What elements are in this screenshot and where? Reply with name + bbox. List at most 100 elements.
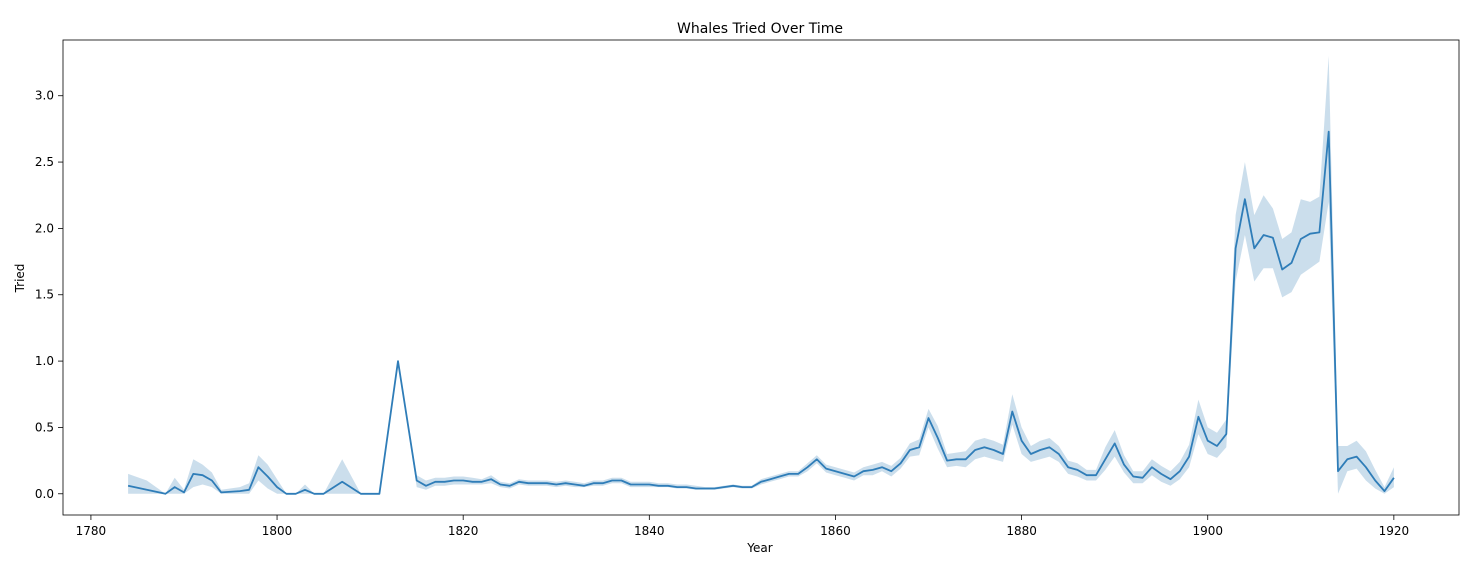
data-point: [1170, 478, 1172, 480]
data-point: [1095, 474, 1097, 476]
data-point: [1318, 231, 1320, 233]
data-point: [1179, 470, 1181, 472]
data-point: [1207, 440, 1209, 442]
x-tick-label: 1820: [448, 524, 479, 538]
data-point: [434, 481, 436, 483]
data-point: [1058, 453, 1060, 455]
data-point: [714, 488, 716, 490]
data-point: [1291, 262, 1293, 264]
data-point: [462, 480, 464, 482]
y-tick-label: 1.0: [35, 354, 54, 368]
data-point: [378, 493, 380, 495]
series-line: [127, 130, 1395, 495]
data-point: [1104, 458, 1106, 460]
data-point: [1374, 480, 1376, 482]
data-point: [285, 493, 287, 495]
data-point: [974, 449, 976, 451]
y-axis-label: Tried: [13, 264, 27, 294]
data-point: [341, 481, 343, 483]
data-point: [611, 480, 613, 482]
x-tick-label: 1840: [634, 524, 665, 538]
data-point: [565, 482, 567, 484]
data-point: [1281, 269, 1283, 271]
data-point: [890, 470, 892, 472]
data-point: [164, 493, 166, 495]
data-point: [1132, 476, 1134, 478]
data-point: [946, 460, 948, 462]
data-point: [220, 491, 222, 493]
data-point: [1160, 473, 1162, 475]
data-point: [1263, 234, 1265, 236]
data-point: [881, 466, 883, 468]
x-tick-label: 1920: [1379, 524, 1410, 538]
y-tick-label: 3.0: [35, 89, 54, 103]
data-point: [918, 446, 920, 448]
data-point: [1021, 440, 1023, 442]
data-point: [304, 489, 306, 491]
data-point: [779, 476, 781, 478]
data-point: [1076, 469, 1078, 471]
y-tick-label: 0.0: [35, 487, 54, 501]
data-point: [732, 485, 734, 487]
data-point: [537, 482, 539, 484]
x-axis-label: Year: [746, 541, 772, 555]
data-point: [807, 466, 809, 468]
data-point: [192, 473, 194, 475]
data-point: [527, 482, 529, 484]
data-point: [555, 484, 557, 486]
data-point: [174, 486, 176, 488]
data-point: [872, 469, 874, 471]
data-point: [769, 478, 771, 480]
data-point: [453, 480, 455, 482]
data-point: [499, 484, 501, 486]
data-point: [518, 481, 520, 483]
data-point: [416, 480, 418, 482]
data-point: [741, 486, 743, 488]
data-point: [1300, 238, 1302, 240]
data-point: [248, 489, 250, 491]
data-point: [323, 493, 325, 495]
data-point: [620, 480, 622, 482]
x-tick-label: 1860: [820, 524, 851, 538]
data-point: [1142, 477, 1144, 479]
data-point: [313, 493, 315, 495]
data-point: [1188, 456, 1190, 458]
data-point: [825, 468, 827, 470]
data-point: [360, 493, 362, 495]
data-point: [909, 449, 911, 451]
x-tick-label: 1800: [262, 524, 293, 538]
data-point: [1309, 233, 1311, 235]
data-point: [1049, 446, 1051, 448]
data-point: [835, 470, 837, 472]
data-point: [425, 485, 427, 487]
data-point: [1086, 474, 1088, 476]
data-point: [183, 491, 185, 493]
data-point: [1011, 411, 1013, 413]
data-point: [267, 476, 269, 478]
data-point: [797, 473, 799, 475]
data-point: [955, 458, 957, 460]
data-point: [1253, 247, 1255, 249]
data-point: [704, 488, 706, 490]
data-point: [928, 417, 930, 419]
data-point: [639, 484, 641, 486]
chart-title: Whales Tried Over Time: [677, 21, 843, 37]
data-point: [983, 446, 985, 448]
data-point: [1123, 464, 1125, 466]
data-point: [490, 478, 492, 480]
plot-frame: [62, 39, 1460, 516]
data-point: [574, 484, 576, 486]
data-point: [202, 474, 204, 476]
x-tick-label: 1880: [1006, 524, 1037, 538]
data-point: [1272, 237, 1274, 239]
data-point: [1235, 247, 1237, 249]
data-point: [444, 481, 446, 483]
data-point: [686, 486, 688, 488]
data-point: [1225, 433, 1227, 435]
data-point: [481, 481, 483, 483]
data-point: [1030, 453, 1032, 455]
data-point: [658, 485, 660, 487]
data-point: [509, 485, 511, 487]
data-point: [211, 480, 213, 482]
data-point: [695, 488, 697, 490]
